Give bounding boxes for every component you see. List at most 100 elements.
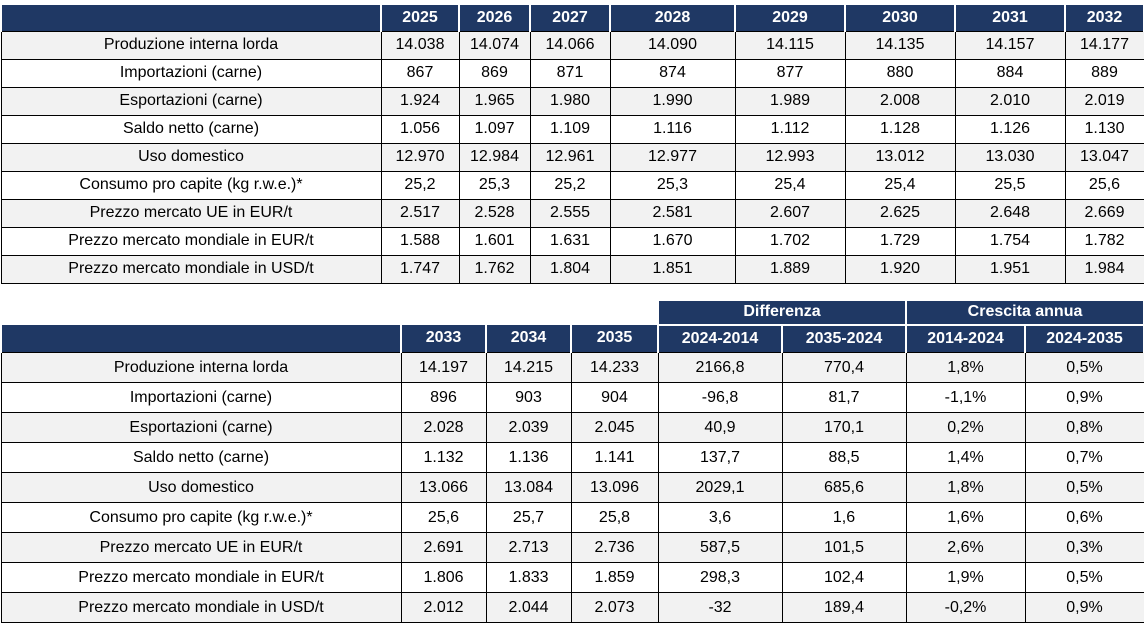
value-cell: 2.044 bbox=[485, 592, 572, 623]
table-row: Prezzo mercato mondiale in EUR/t 1.588 1.6… bbox=[0, 226, 1144, 256]
table-body-2033-2035: Produzione interna lorda 14.197 14.215 14.2… bbox=[0, 352, 1144, 623]
table-row: Esportazioni (carne) 2.028 2.039 2.045 40,9 1… bbox=[0, 412, 1144, 443]
projection-table-2033-2035: Differenza Crescita annua 2033 2034 2035 202… bbox=[0, 300, 1144, 623]
value-cell: 1.109 bbox=[529, 114, 611, 144]
value-cell: 14.233 bbox=[570, 352, 659, 383]
value-cell: 2.555 bbox=[529, 198, 611, 228]
value-cell: 0,9% bbox=[1024, 592, 1144, 623]
value-cell: 2,6% bbox=[905, 532, 1026, 563]
row-label: Prezzo mercato mondiale in USD/t bbox=[0, 254, 382, 284]
value-cell: 25,6 bbox=[400, 502, 487, 533]
value-cell: 1.990 bbox=[609, 86, 736, 116]
value-cell: 1,8% bbox=[905, 472, 1026, 503]
value-cell: 1.980 bbox=[529, 86, 611, 116]
value-cell: 101,5 bbox=[781, 532, 907, 563]
table-row: Saldo netto (carne) 1.132 1.136 1.141 137,7 8… bbox=[0, 442, 1144, 473]
group-header: Differenza bbox=[656, 300, 908, 326]
value-cell: 14.157 bbox=[954, 30, 1066, 60]
value-cell: 2.008 bbox=[844, 86, 956, 116]
value-cell: 685,6 bbox=[781, 472, 907, 503]
value-cell: 137,7 bbox=[657, 442, 783, 473]
projection-table-2025-2032: 2025 2026 2027 2028 2029 2030 2031 2032 Produzi… bbox=[0, 5, 1144, 284]
value-cell: 2.073 bbox=[570, 592, 659, 623]
value-cell: 13.012 bbox=[844, 142, 956, 172]
value-cell: 1.747 bbox=[380, 254, 460, 284]
value-cell: 14.177 bbox=[1064, 30, 1144, 60]
year-header: 2024-2014 bbox=[657, 324, 783, 353]
value-cell: 896 bbox=[400, 382, 487, 413]
value-cell: 1.132 bbox=[400, 442, 487, 473]
table-row: Saldo netto (carne) 1.056 1.097 1.109 1.116 1… bbox=[0, 114, 1144, 144]
value-cell: 12.977 bbox=[609, 142, 736, 172]
value-cell: 2.581 bbox=[609, 198, 736, 228]
row-label: Produzione interna lorda bbox=[0, 352, 402, 383]
value-cell: 14.066 bbox=[529, 30, 611, 60]
value-cell: 877 bbox=[734, 58, 846, 88]
value-cell: 770,4 bbox=[781, 352, 907, 383]
value-cell: 0,2% bbox=[905, 412, 1026, 443]
value-cell: 2029,1 bbox=[657, 472, 783, 503]
value-cell: 25,6 bbox=[1064, 170, 1144, 200]
value-cell: 40,9 bbox=[657, 412, 783, 443]
value-cell: 0,7% bbox=[1024, 442, 1144, 473]
year-header: 2034 bbox=[485, 324, 572, 353]
year-header: 2014-2024 bbox=[905, 324, 1027, 353]
value-cell: 1.806 bbox=[400, 562, 487, 593]
row-label: Prezzo mercato mondiale in USD/t bbox=[0, 592, 402, 623]
value-cell: 25,7 bbox=[485, 502, 572, 533]
year-header: 2033 bbox=[400, 324, 487, 353]
value-cell: 0,5% bbox=[1024, 562, 1144, 593]
row-label: Consumo pro capite (kg r.w.e.)* bbox=[0, 502, 402, 533]
table-body-2025-2032: Produzione interna lorda 14.038 14.074 14.0… bbox=[0, 30, 1144, 284]
value-cell: 13.030 bbox=[954, 142, 1066, 172]
value-cell: 1.702 bbox=[734, 226, 846, 256]
value-cell: 1.889 bbox=[734, 254, 846, 284]
value-cell: 867 bbox=[380, 58, 460, 88]
value-cell: 102,4 bbox=[781, 562, 907, 593]
value-cell: 2.625 bbox=[844, 198, 956, 228]
value-cell: 1.859 bbox=[570, 562, 659, 593]
year-header: 2024-2035 bbox=[1024, 324, 1144, 353]
value-cell: 1.141 bbox=[570, 442, 659, 473]
value-cell: 2.607 bbox=[734, 198, 846, 228]
value-cell: 1.754 bbox=[954, 226, 1066, 256]
row-label: Prezzo mercato UE in EUR/t bbox=[0, 532, 402, 563]
table-row: Prezzo mercato UE in EUR/t 2.691 2.713 2.73… bbox=[0, 532, 1144, 563]
value-cell: 1,6 bbox=[781, 502, 907, 533]
table-row: Uso domestico 13.066 13.084 13.096 2029,1 685… bbox=[0, 472, 1144, 503]
row-label: Esportazioni (carne) bbox=[0, 86, 382, 116]
value-cell: 2.691 bbox=[400, 532, 487, 563]
year-header: 2032 bbox=[1064, 5, 1144, 32]
value-cell: 1.130 bbox=[1064, 114, 1144, 144]
value-cell: 1,9% bbox=[905, 562, 1026, 593]
row-label: Consumo pro capite (kg r.w.e.)* bbox=[0, 170, 382, 200]
value-cell: 1.851 bbox=[609, 254, 736, 284]
year-header: 2035 bbox=[570, 324, 659, 353]
value-cell: 1.112 bbox=[734, 114, 846, 144]
value-cell: 2.039 bbox=[485, 412, 572, 443]
year-header: 2026 bbox=[458, 5, 531, 32]
value-cell: 2.019 bbox=[1064, 86, 1144, 116]
value-cell: 0,9% bbox=[1024, 382, 1144, 413]
value-cell: 12.961 bbox=[529, 142, 611, 172]
corner-cell bbox=[0, 324, 402, 353]
year-header-row: 2033 2034 2035 2024-2014 2035-2024 2014-2024 2… bbox=[0, 324, 1144, 353]
row-label: Prezzo mercato mondiale in EUR/t bbox=[0, 226, 382, 256]
value-cell: 1.128 bbox=[844, 114, 956, 144]
row-label: Uso domestico bbox=[0, 472, 402, 503]
value-cell: 0,5% bbox=[1024, 472, 1144, 503]
table-row: Esportazioni (carne) 1.924 1.965 1.980 1.990… bbox=[0, 86, 1144, 116]
value-cell: 14.197 bbox=[400, 352, 487, 383]
value-cell: 2.517 bbox=[380, 198, 460, 228]
value-cell: 880 bbox=[844, 58, 956, 88]
value-cell: 25,5 bbox=[954, 170, 1066, 200]
row-label: Uso domestico bbox=[0, 142, 382, 172]
table-row: Produzione interna lorda 14.038 14.074 14.0… bbox=[0, 30, 1144, 60]
group-header-spacer bbox=[1, 300, 658, 325]
value-cell: 0,6% bbox=[1024, 502, 1144, 533]
year-header-row: 2025 2026 2027 2028 2029 2030 2031 2032 bbox=[0, 5, 1144, 32]
value-cell: 13.084 bbox=[485, 472, 572, 503]
value-cell: 14.090 bbox=[609, 30, 736, 60]
value-cell: 1,4% bbox=[905, 442, 1026, 473]
value-cell: 0,3% bbox=[1024, 532, 1144, 563]
